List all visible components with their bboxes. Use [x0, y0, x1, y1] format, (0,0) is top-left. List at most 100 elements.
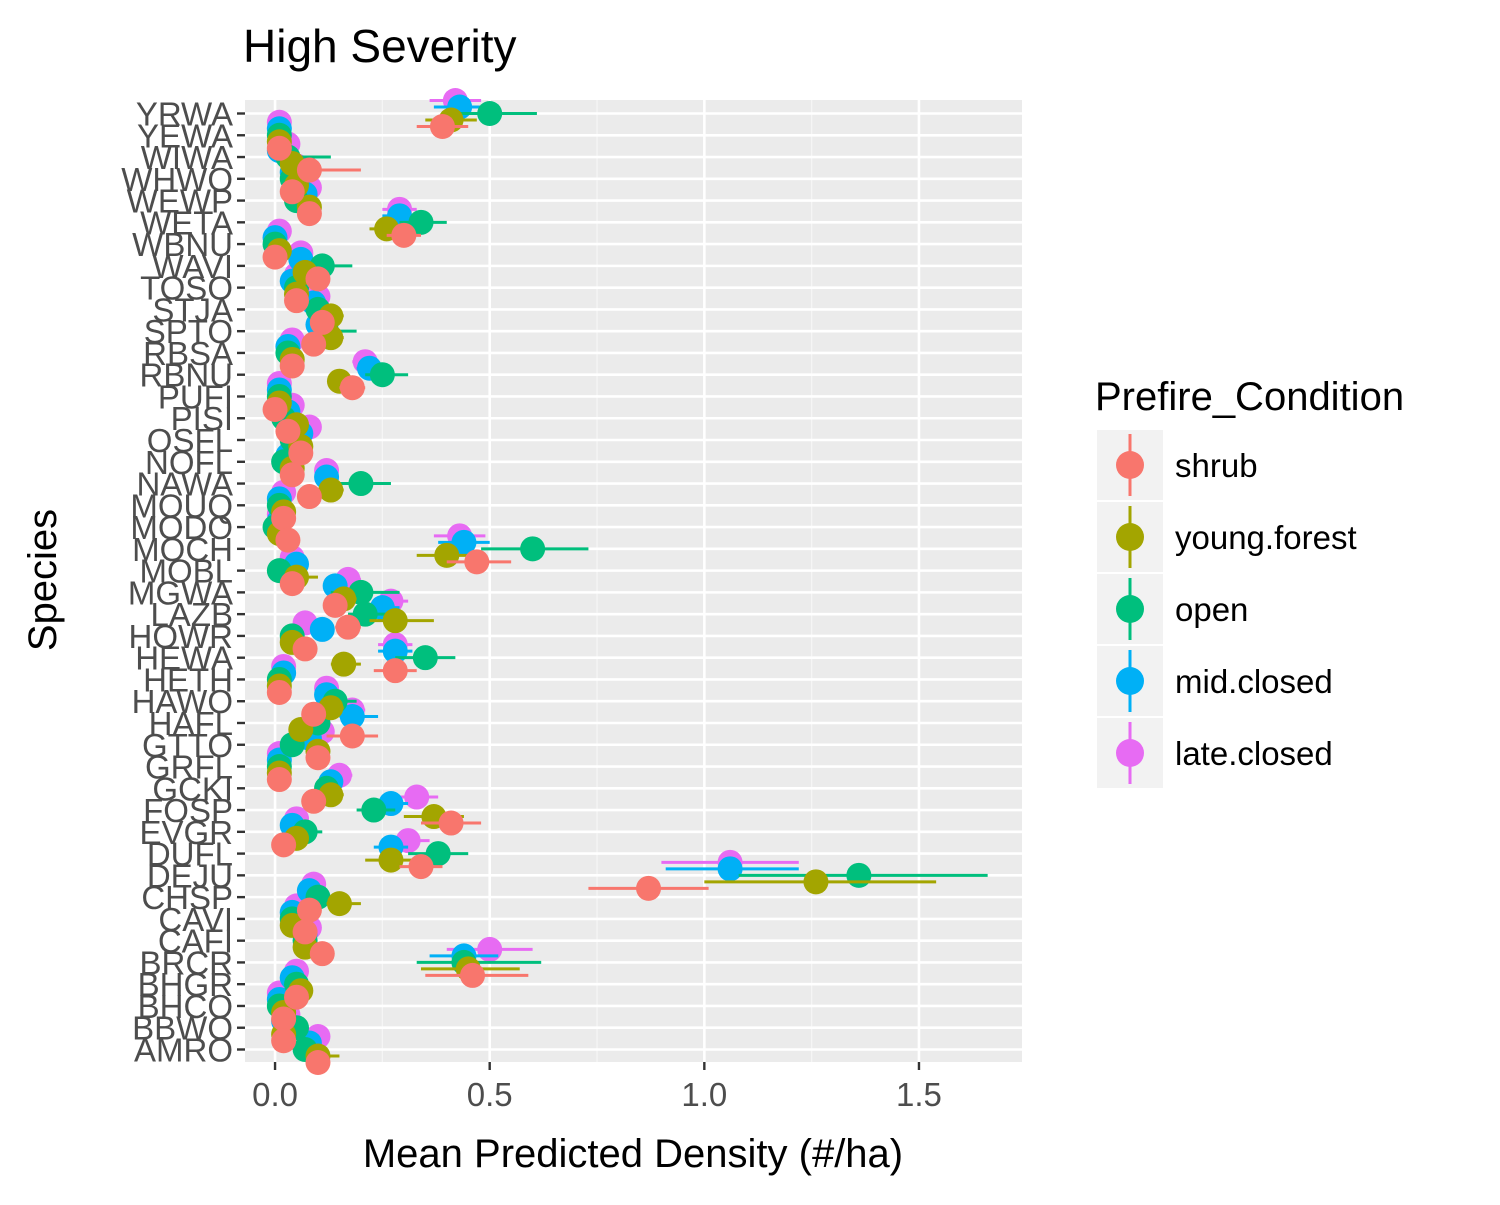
data-point: [404, 784, 430, 810]
y-tick-label: BRCR: [139, 944, 233, 981]
y-tick-label: RBNU: [139, 357, 233, 394]
y-tick-label: EVGR: [139, 814, 233, 851]
legend-label: mid.closed: [1175, 663, 1333, 700]
x-tick-label: 0.0: [252, 1076, 298, 1113]
y-tick-label: WHWO: [121, 161, 233, 198]
data-point: [339, 703, 365, 729]
y-tick-label: MOBL: [139, 553, 233, 590]
y-tick-label: TOSO: [140, 270, 233, 307]
data-point: [275, 418, 301, 444]
legend-item-shrub: shrub: [1097, 430, 1258, 500]
x-axis-label: Mean Predicted Density (#/ha): [363, 1132, 903, 1176]
data-point: [339, 723, 365, 749]
x-tick-label: 1.0: [681, 1076, 727, 1113]
data-point: [262, 244, 288, 270]
data-point: [266, 135, 292, 161]
y-tick-label: GTTO: [142, 727, 233, 764]
grid-lines: [245, 100, 1022, 1062]
data-point: [271, 1006, 297, 1032]
legend-key-point: [1116, 595, 1144, 623]
legend-label: open: [1175, 591, 1248, 628]
y-tick-label: FOSP: [143, 792, 233, 829]
data-point: [292, 919, 318, 945]
y-tick-label: YRWA: [136, 96, 233, 133]
y-tick-label: HAFL: [149, 705, 233, 742]
data-point: [279, 353, 305, 379]
data-point: [361, 797, 387, 823]
x-tick-label: 0.5: [467, 1076, 513, 1113]
legend-key-point: [1116, 667, 1144, 695]
data-point: [279, 179, 305, 205]
data-point: [412, 645, 438, 671]
series-shrub: [262, 114, 709, 1075]
data-point: [408, 209, 434, 235]
legend-key-point: [1116, 451, 1144, 479]
data-point: [382, 608, 408, 634]
data-point: [296, 484, 322, 510]
data-point: [803, 869, 829, 895]
data-point: [464, 549, 490, 575]
chart-title: High Severity: [243, 20, 517, 72]
data-point: [460, 962, 486, 988]
y-tick-label: NAWA: [136, 466, 233, 503]
data-point: [305, 266, 331, 292]
plot-panel: [245, 100, 1022, 1062]
data-point: [301, 331, 327, 357]
data-point: [318, 477, 344, 503]
data-point: [266, 767, 292, 793]
data-point: [271, 832, 297, 858]
data-point: [348, 471, 374, 497]
y-tick-label: MODO: [130, 509, 233, 546]
data-point: [279, 571, 305, 597]
y-tick-label: WEWP: [127, 183, 233, 220]
data-point: [309, 616, 335, 642]
data-point: [717, 856, 743, 882]
data-point: [262, 396, 288, 422]
y-tick-label: RBSA: [143, 335, 233, 372]
data-point: [369, 362, 395, 388]
y-tick-label: HAWO: [132, 683, 233, 720]
y-tick-label: STJA: [152, 291, 233, 328]
y-tick-label: WBNU: [132, 226, 233, 263]
data-point: [279, 462, 305, 488]
y-axis-label: Species: [21, 509, 65, 651]
data-point: [378, 847, 404, 873]
y-tick-label: CAVI: [158, 901, 233, 938]
y-tick-label: MOCH: [132, 531, 233, 568]
legend-item-mid.closed: mid.closed: [1097, 646, 1333, 716]
data-point: [331, 651, 357, 677]
y-tick-label: GRFL: [145, 749, 233, 786]
data-point: [322, 592, 348, 618]
data-point: [477, 936, 503, 962]
legend-item-late.closed: late.closed: [1097, 718, 1333, 788]
legend-label: young.forest: [1175, 519, 1357, 556]
legend-label: late.closed: [1175, 735, 1333, 772]
data-point: [438, 810, 464, 836]
data-point: [520, 536, 546, 562]
data-point: [477, 101, 503, 126]
y-tick-label: AMRO: [134, 1032, 233, 1069]
legend-title: Prefire_Condition: [1095, 375, 1404, 419]
y-tick-label: HEWA: [135, 640, 233, 677]
y-tick-label: PUFI: [158, 378, 233, 415]
x-tick-label: 1.5: [896, 1076, 942, 1113]
data-point: [284, 288, 310, 314]
panel-background: [245, 100, 1022, 1062]
y-tick-label: DEJU: [147, 857, 233, 894]
y-tick-label: SPTO: [144, 313, 233, 350]
data-point: [429, 114, 455, 139]
data-point: [335, 614, 361, 640]
y-tick-label: HOWR: [129, 618, 233, 655]
y-tick-label: DUFL: [147, 836, 233, 873]
data-marks: [262, 88, 988, 1075]
data-point: [391, 222, 417, 248]
data-point: [434, 542, 460, 568]
legend-key-point: [1116, 523, 1144, 551]
data-point: [296, 897, 322, 923]
data-point: [636, 875, 662, 901]
data-point: [301, 788, 327, 814]
data-point: [271, 1028, 297, 1054]
y-tick-label: HETH: [143, 661, 233, 698]
